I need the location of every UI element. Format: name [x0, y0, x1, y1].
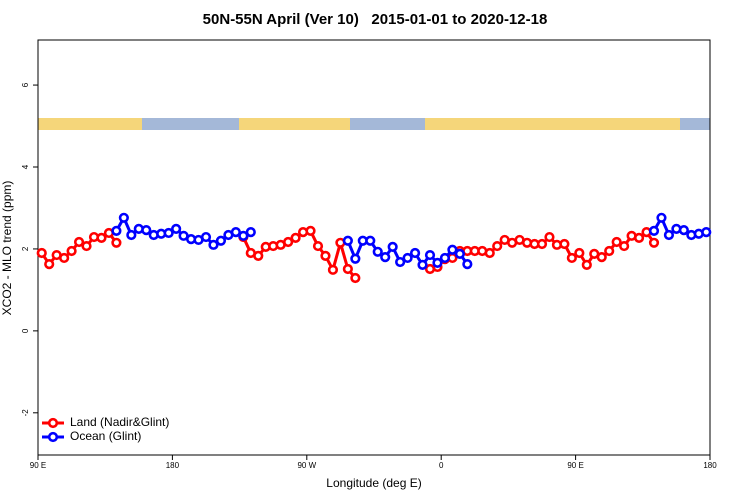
data-point — [283, 236, 294, 248]
legend-marker — [47, 417, 59, 429]
data-point — [619, 240, 630, 252]
data-point — [245, 227, 256, 238]
y-tick-label: 4 — [21, 164, 30, 169]
y-tick-label: -2 — [21, 409, 30, 417]
x-tick-label: 180 — [166, 461, 180, 470]
data-point — [350, 253, 361, 264]
legend-label: Ocean (Glint) — [70, 429, 141, 443]
data-point — [253, 250, 264, 261]
data-point — [439, 252, 451, 264]
data-point — [447, 244, 458, 255]
data-point — [611, 236, 622, 248]
data-point — [648, 225, 660, 237]
data-point — [215, 235, 227, 246]
data-point — [372, 246, 383, 257]
data-point — [424, 249, 436, 261]
data-point — [536, 238, 548, 250]
data-point — [387, 241, 398, 252]
data-point — [402, 252, 413, 264]
data-point — [312, 240, 324, 252]
data-point — [648, 237, 660, 248]
y-tick-label: 6 — [21, 82, 30, 87]
data-point — [484, 247, 495, 259]
data-point — [163, 227, 174, 239]
data-point — [111, 237, 122, 248]
data-point — [230, 227, 241, 238]
data-point — [81, 240, 92, 252]
data-point — [208, 239, 219, 250]
land-strip — [239, 118, 350, 130]
land-ocean-strip — [38, 118, 710, 130]
data-point — [566, 252, 577, 264]
data-point — [126, 229, 137, 241]
data-point — [118, 212, 129, 223]
x-axis-label: Longitude (deg E) — [326, 476, 421, 490]
plot-frame — [37, 39, 711, 456]
data-point — [701, 227, 712, 238]
land-strip — [425, 118, 680, 130]
data-point — [290, 232, 301, 243]
data-point — [59, 252, 70, 264]
data-point — [633, 232, 645, 243]
data-point — [559, 238, 570, 250]
data-point — [350, 272, 361, 284]
data-point — [44, 258, 55, 270]
data-point — [96, 232, 107, 243]
legend-label: Land (Nadir&Glint) — [70, 415, 169, 429]
data-point — [417, 259, 428, 271]
data-point — [492, 240, 503, 252]
data-point — [200, 231, 212, 243]
x-tick-label: 90 E — [567, 461, 583, 470]
data-point — [462, 258, 473, 270]
data-point — [596, 252, 607, 263]
data-point — [238, 230, 249, 241]
y-tick-label: 0 — [21, 328, 30, 333]
data-point — [544, 231, 555, 243]
data-point — [66, 245, 77, 257]
data-point — [656, 212, 667, 223]
y-tick-label: 2 — [21, 246, 30, 251]
data-point — [327, 264, 339, 275]
legend-marker — [47, 431, 59, 443]
data-point — [320, 250, 331, 261]
data-point — [73, 236, 85, 248]
data-point — [342, 263, 353, 275]
data-point — [409, 247, 421, 259]
data-point — [581, 259, 592, 271]
data-point — [604, 245, 615, 257]
data-point — [305, 225, 316, 237]
data-point — [395, 256, 406, 268]
x-tick-label: 90 E — [30, 461, 46, 470]
data-point — [36, 247, 47, 259]
x-tick-label: 180 — [703, 461, 717, 470]
x-tick-label: 0 — [439, 461, 444, 470]
data-point — [111, 225, 122, 237]
data-point — [663, 229, 675, 241]
data-point — [574, 247, 585, 259]
y-axis-label: XCO2 - MLO trend (ppm) — [0, 181, 14, 316]
data-point — [432, 257, 443, 268]
x-tick-label: 90 W — [297, 461, 316, 470]
data-point — [365, 235, 376, 246]
data-point — [141, 224, 152, 236]
data-point — [678, 224, 689, 236]
data-point — [380, 252, 391, 263]
data-point — [171, 223, 182, 234]
data-point — [454, 248, 465, 259]
land-strip — [38, 118, 142, 130]
chart-title: 50N-55N April (Ver 10) 2015-01-01 to 202… — [203, 11, 548, 28]
data-point — [342, 235, 353, 246]
